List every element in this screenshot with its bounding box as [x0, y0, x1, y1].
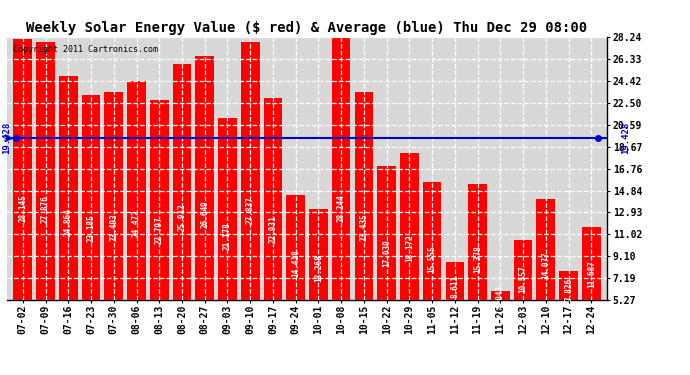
Bar [286, 195, 305, 300]
Text: 21.178: 21.178 [223, 222, 232, 250]
Text: 15.378: 15.378 [473, 246, 482, 273]
Bar [104, 92, 123, 300]
Bar [377, 166, 396, 300]
Text: 19.428: 19.428 [621, 122, 630, 154]
Bar [241, 42, 259, 300]
Text: 10.557: 10.557 [519, 265, 528, 293]
Bar [81, 95, 100, 300]
Text: 23.493: 23.493 [109, 213, 118, 241]
Text: 23.185: 23.185 [86, 214, 95, 242]
Text: 27.876: 27.876 [41, 196, 50, 223]
Bar [559, 271, 578, 300]
Bar [446, 262, 464, 300]
Bar [14, 39, 32, 300]
Bar [172, 64, 191, 300]
Bar [537, 200, 555, 300]
Bar [264, 98, 282, 300]
Text: 15.555: 15.555 [428, 245, 437, 273]
Bar [332, 38, 351, 300]
Text: 24.472: 24.472 [132, 209, 141, 237]
Bar [127, 81, 146, 300]
Bar [59, 76, 77, 300]
Text: Copyright 2011 Cartronics.com: Copyright 2011 Cartronics.com [13, 45, 158, 54]
Bar [195, 56, 214, 300]
Bar [37, 42, 55, 300]
Text: 27.837: 27.837 [246, 196, 255, 223]
Bar [582, 226, 600, 300]
Bar [400, 153, 419, 300]
Text: 13.268: 13.268 [314, 254, 323, 282]
Text: 14.077: 14.077 [542, 251, 551, 279]
Text: 19.428: 19.428 [3, 122, 12, 154]
Bar [491, 291, 510, 300]
Text: 11.687: 11.687 [586, 261, 595, 288]
Text: 28.145: 28.145 [19, 195, 28, 222]
Bar [514, 240, 533, 300]
Bar [355, 92, 373, 300]
Text: 23.435: 23.435 [359, 213, 368, 241]
Text: 14.418: 14.418 [291, 249, 300, 277]
Text: 17.030: 17.030 [382, 239, 391, 267]
Text: 22.931: 22.931 [268, 216, 277, 243]
Bar [469, 184, 487, 300]
Text: 7.826: 7.826 [564, 278, 573, 302]
Text: 6.043: 6.043 [496, 285, 505, 309]
Text: 22.797: 22.797 [155, 216, 164, 244]
Text: 24.864: 24.864 [63, 208, 72, 236]
Text: 18.172: 18.172 [405, 234, 414, 262]
Bar [423, 183, 442, 300]
Title: Weekly Solar Energy Value ($ red) & Average (blue) Thu Dec 29 08:00: Weekly Solar Energy Value ($ red) & Aver… [26, 21, 588, 35]
Bar [309, 209, 328, 300]
Text: 25.912: 25.912 [177, 204, 186, 231]
Text: 8.611: 8.611 [451, 275, 460, 298]
Bar [150, 100, 168, 300]
Text: 28.244: 28.244 [337, 194, 346, 222]
Text: 26.649: 26.649 [200, 201, 209, 228]
Bar [218, 118, 237, 300]
